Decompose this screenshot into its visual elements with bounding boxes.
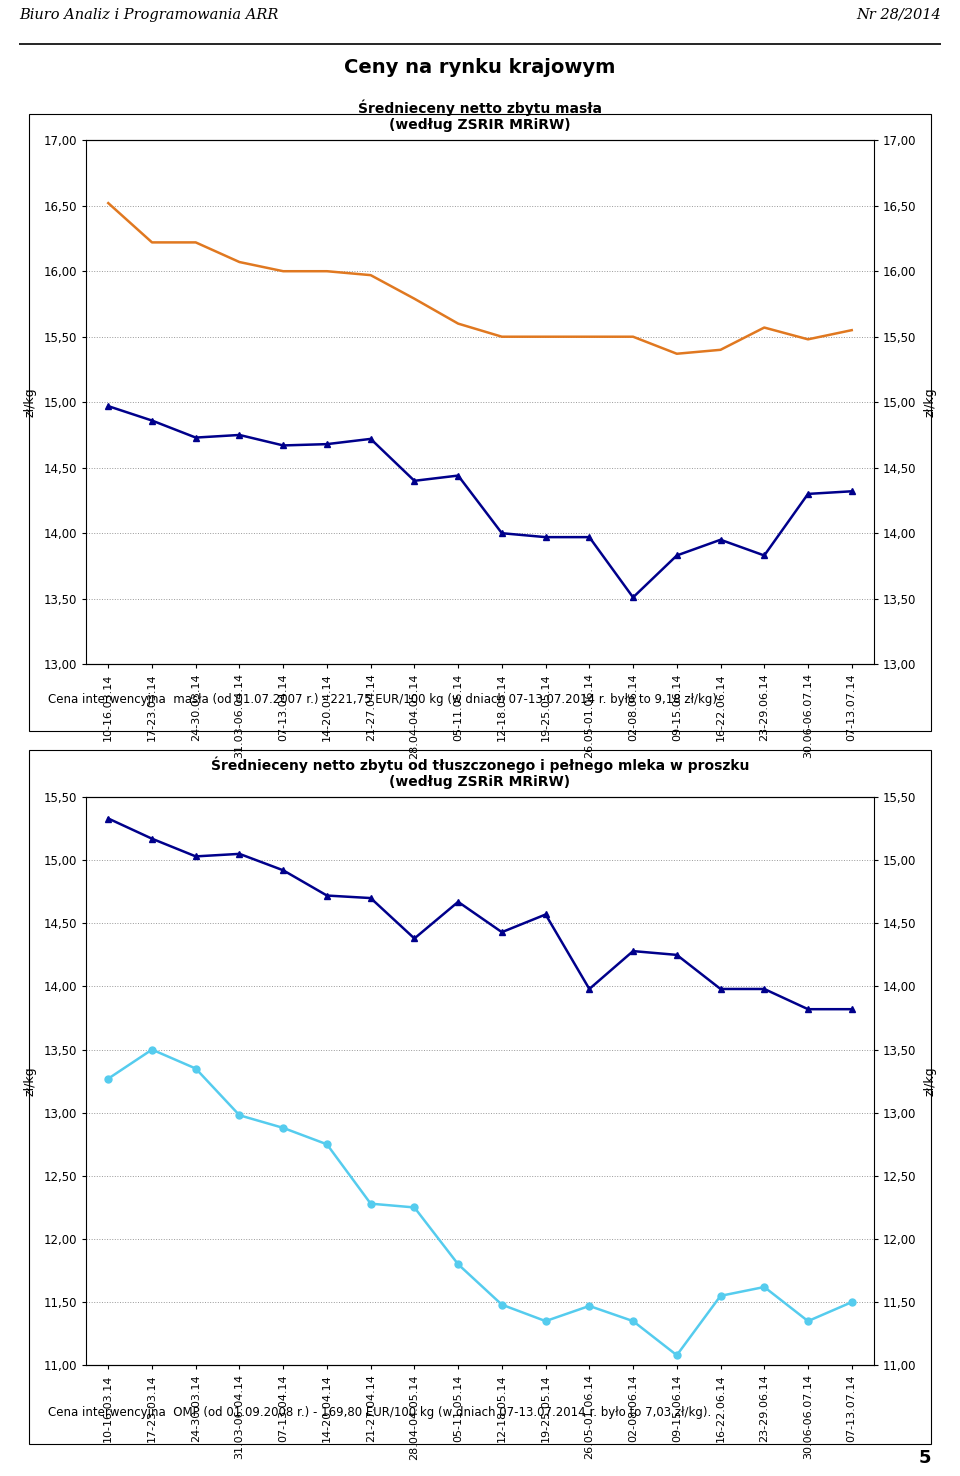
Text: 5: 5 xyxy=(919,1449,931,1467)
Text: Cena interwencyjna  masła (od 01.07.2007 r.) - 221,75 EUR/100 kg (w dniach 07-13: Cena interwencyjna masła (od 01.07.2007 … xyxy=(48,694,721,706)
Text: Ceny na rynku krajowym: Ceny na rynku krajowym xyxy=(345,59,615,77)
Text: Cena interwencyjna  OMP (od 01.09.2008 r.) - 169,80 EUR/100 kg (w dniach 07-13.0: Cena interwencyjna OMP (od 01.09.2008 r.… xyxy=(48,1407,711,1418)
Y-axis label: zł/kg: zł/kg xyxy=(24,387,36,418)
Title: Średnieceny netto zbytu od tłuszczonego i pełnego mleka w proszku
(według ZSRiR : Średnieceny netto zbytu od tłuszczonego … xyxy=(211,756,749,790)
Y-axis label: zł/kg: zł/kg xyxy=(924,1066,936,1097)
Y-axis label: zł/kg: zł/kg xyxy=(24,1066,36,1097)
Legend: masło ekstra konfekcjonowane, masło ekstra w blokach: masło ekstra konfekcjonowane, masło ekst… xyxy=(251,807,709,830)
Text: Biuro Analiz i Programowania ARR: Biuro Analiz i Programowania ARR xyxy=(19,7,278,22)
Title: Średnieceny netto zbytu masła
(według ZSRIR MRiRW): Średnieceny netto zbytu masła (według ZS… xyxy=(358,99,602,133)
Y-axis label: zł/kg: zł/kg xyxy=(924,387,936,418)
Text: Nr 28/2014: Nr 28/2014 xyxy=(856,7,941,22)
